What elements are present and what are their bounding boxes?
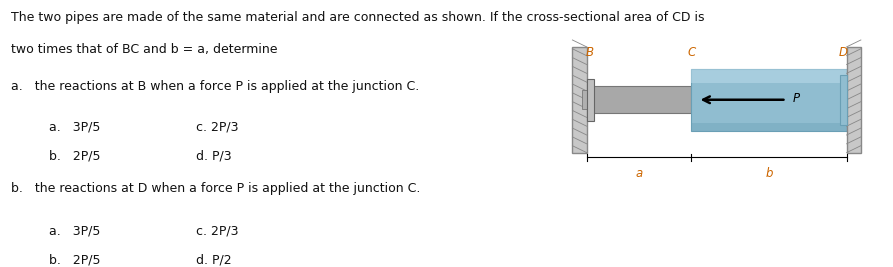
Text: C: C [687,46,696,59]
Text: b.   2P/5: b. 2P/5 [49,254,101,267]
Bar [839,75,847,125]
Text: b.   2P/5: b. 2P/5 [49,150,101,163]
Text: a.   3P/5: a. 3P/5 [49,224,101,237]
Text: two times that of BC and b = a, determine: two times that of BC and b = a, determin… [11,43,277,56]
Bar [587,86,691,113]
Text: b.   the reactions at D when a force P is applied at the junction C.: b. the reactions at D when a force P is … [11,182,420,195]
Text: d. P/3: d. P/3 [196,150,232,163]
Text: a: a [635,167,643,180]
Bar [847,47,861,153]
Text: b: b [765,167,772,180]
Text: a.   the reactions at B when a force P is applied at the junction C.: a. the reactions at B when a force P is … [11,80,419,93]
Bar [691,123,847,131]
Text: D: D [839,46,847,59]
Text: P: P [793,92,800,105]
Bar [572,47,587,153]
Text: c. 2P/3: c. 2P/3 [196,120,239,133]
Text: a.   3P/5: a. 3P/5 [49,120,101,133]
Bar [587,78,594,121]
Bar [691,69,847,131]
Bar [582,90,587,109]
Text: c. 2P/3: c. 2P/3 [196,224,239,237]
Bar [691,69,847,83]
Text: The two pipes are made of the same material and are connected as shown. If the c: The two pipes are made of the same mater… [11,11,705,24]
Text: d. P/2: d. P/2 [196,254,232,267]
Text: B: B [586,46,594,59]
